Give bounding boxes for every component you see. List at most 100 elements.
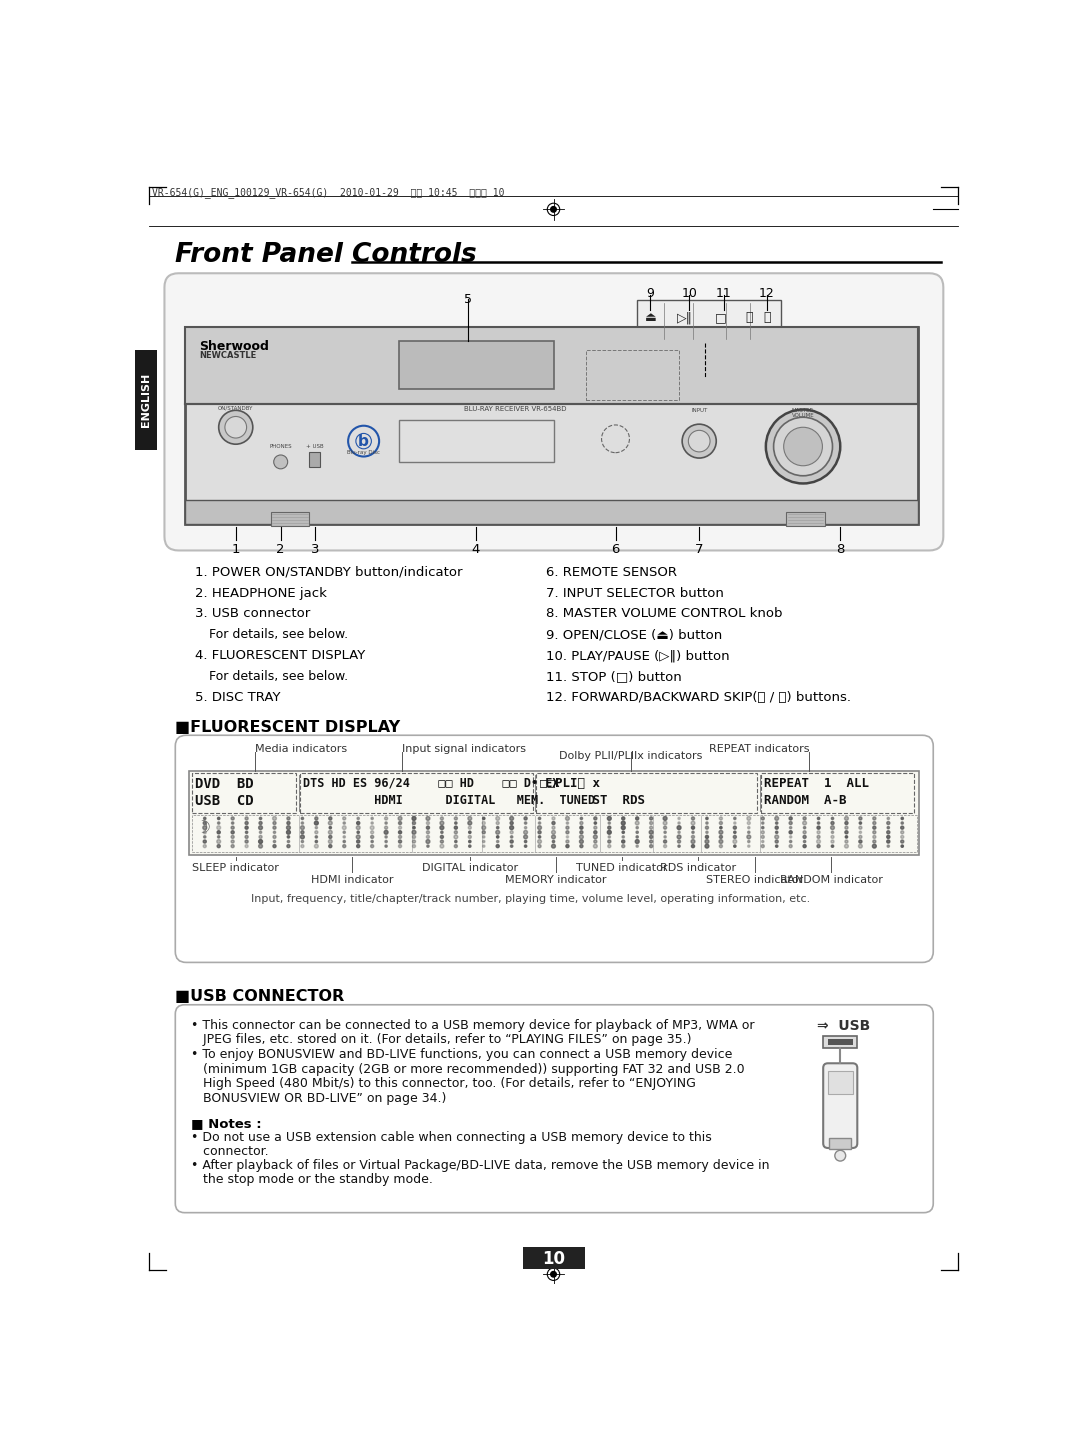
Circle shape: [497, 827, 499, 828]
Circle shape: [217, 823, 220, 824]
Circle shape: [873, 817, 876, 820]
Circle shape: [747, 821, 751, 824]
Circle shape: [482, 825, 486, 830]
Bar: [189, 771, 919, 856]
Circle shape: [901, 827, 904, 830]
Circle shape: [649, 844, 652, 847]
Text: DTS HD ES 96/24    □□ HD    □□ D• EX: DTS HD ES 96/24 □□ HD □□ D• EX: [303, 776, 559, 789]
Circle shape: [231, 817, 234, 820]
Text: • This connector can be connected to a USB memory device for playback of MP3, WM: • This connector can be connected to a U…: [191, 1019, 754, 1032]
Bar: [828, 1071, 852, 1094]
Circle shape: [441, 817, 444, 820]
Circle shape: [413, 821, 416, 824]
Circle shape: [733, 835, 737, 838]
Circle shape: [258, 844, 262, 848]
Circle shape: [901, 840, 904, 843]
Circle shape: [566, 831, 569, 834]
Circle shape: [608, 835, 610, 838]
Text: 4: 4: [472, 543, 481, 556]
Circle shape: [356, 821, 360, 824]
Circle shape: [538, 840, 541, 844]
Circle shape: [593, 844, 597, 848]
Text: MASTER: MASTER: [792, 408, 814, 413]
Circle shape: [455, 823, 457, 824]
Circle shape: [231, 835, 234, 838]
Circle shape: [816, 835, 820, 838]
Circle shape: [497, 840, 499, 843]
Circle shape: [538, 844, 541, 847]
Circle shape: [678, 831, 680, 834]
Text: 7. INPUT SELECTOR button: 7. INPUT SELECTOR button: [545, 587, 724, 600]
Circle shape: [203, 844, 206, 847]
Circle shape: [677, 825, 681, 830]
Circle shape: [273, 840, 275, 843]
Circle shape: [831, 825, 835, 830]
Circle shape: [204, 835, 206, 838]
Circle shape: [273, 821, 276, 824]
Circle shape: [372, 817, 374, 820]
Circle shape: [789, 840, 792, 843]
Circle shape: [775, 823, 778, 824]
Circle shape: [510, 817, 514, 820]
Circle shape: [580, 840, 583, 844]
Circle shape: [231, 840, 234, 843]
Circle shape: [552, 821, 555, 824]
Circle shape: [203, 825, 206, 830]
Bar: [823, 1036, 858, 1048]
Circle shape: [683, 424, 716, 457]
Circle shape: [649, 817, 652, 820]
Circle shape: [217, 831, 220, 834]
Bar: [523, 1247, 584, 1268]
Circle shape: [217, 825, 220, 830]
Text: ■ Notes :: ■ Notes :: [191, 1117, 261, 1130]
Circle shape: [384, 835, 388, 838]
Text: • Do not use a USB extension cable when connecting a USB memory device to this: • Do not use a USB extension cable when …: [191, 1131, 712, 1144]
Circle shape: [440, 825, 444, 830]
Circle shape: [747, 827, 750, 828]
Text: 10. PLAY/PAUSE (▷‖) button: 10. PLAY/PAUSE (▷‖) button: [545, 649, 729, 662]
Circle shape: [357, 831, 360, 834]
Circle shape: [370, 844, 374, 847]
Circle shape: [314, 831, 318, 834]
Circle shape: [832, 831, 834, 834]
Circle shape: [258, 825, 262, 830]
Circle shape: [804, 840, 806, 843]
Circle shape: [608, 823, 610, 824]
Text: 2. HEADPHONE jack: 2. HEADPHONE jack: [195, 587, 327, 600]
Circle shape: [621, 825, 625, 830]
Circle shape: [860, 831, 862, 834]
Text: 11. STOP (□) button: 11. STOP (□) button: [545, 670, 681, 683]
Circle shape: [427, 835, 430, 838]
Circle shape: [761, 831, 765, 834]
Text: Input signal indicators: Input signal indicators: [403, 745, 526, 755]
Circle shape: [483, 846, 485, 847]
Circle shape: [873, 835, 876, 838]
Text: PHONES: PHONES: [269, 444, 292, 449]
Circle shape: [818, 817, 820, 820]
Circle shape: [552, 844, 555, 848]
Circle shape: [691, 840, 694, 844]
Text: 12. FORWARD/BACKWARD SKIP(⏭ / ⏮) buttons.: 12. FORWARD/BACKWARD SKIP(⏭ / ⏮) buttons…: [545, 691, 851, 704]
Circle shape: [328, 840, 333, 844]
Circle shape: [315, 840, 318, 843]
Text: 10: 10: [542, 1251, 565, 1268]
Bar: [761, 773, 914, 812]
Circle shape: [413, 835, 416, 838]
Circle shape: [747, 817, 751, 820]
Circle shape: [845, 821, 848, 824]
Circle shape: [225, 417, 246, 439]
Circle shape: [469, 840, 471, 843]
Circle shape: [203, 831, 206, 834]
Circle shape: [525, 840, 527, 843]
Circle shape: [301, 831, 303, 834]
Circle shape: [816, 840, 821, 844]
Circle shape: [455, 817, 458, 820]
FancyBboxPatch shape: [175, 1004, 933, 1212]
Circle shape: [552, 830, 555, 834]
Bar: [191, 815, 917, 853]
Circle shape: [719, 827, 723, 828]
Circle shape: [691, 835, 694, 838]
Circle shape: [580, 844, 583, 847]
Circle shape: [399, 821, 402, 824]
Circle shape: [441, 840, 444, 843]
